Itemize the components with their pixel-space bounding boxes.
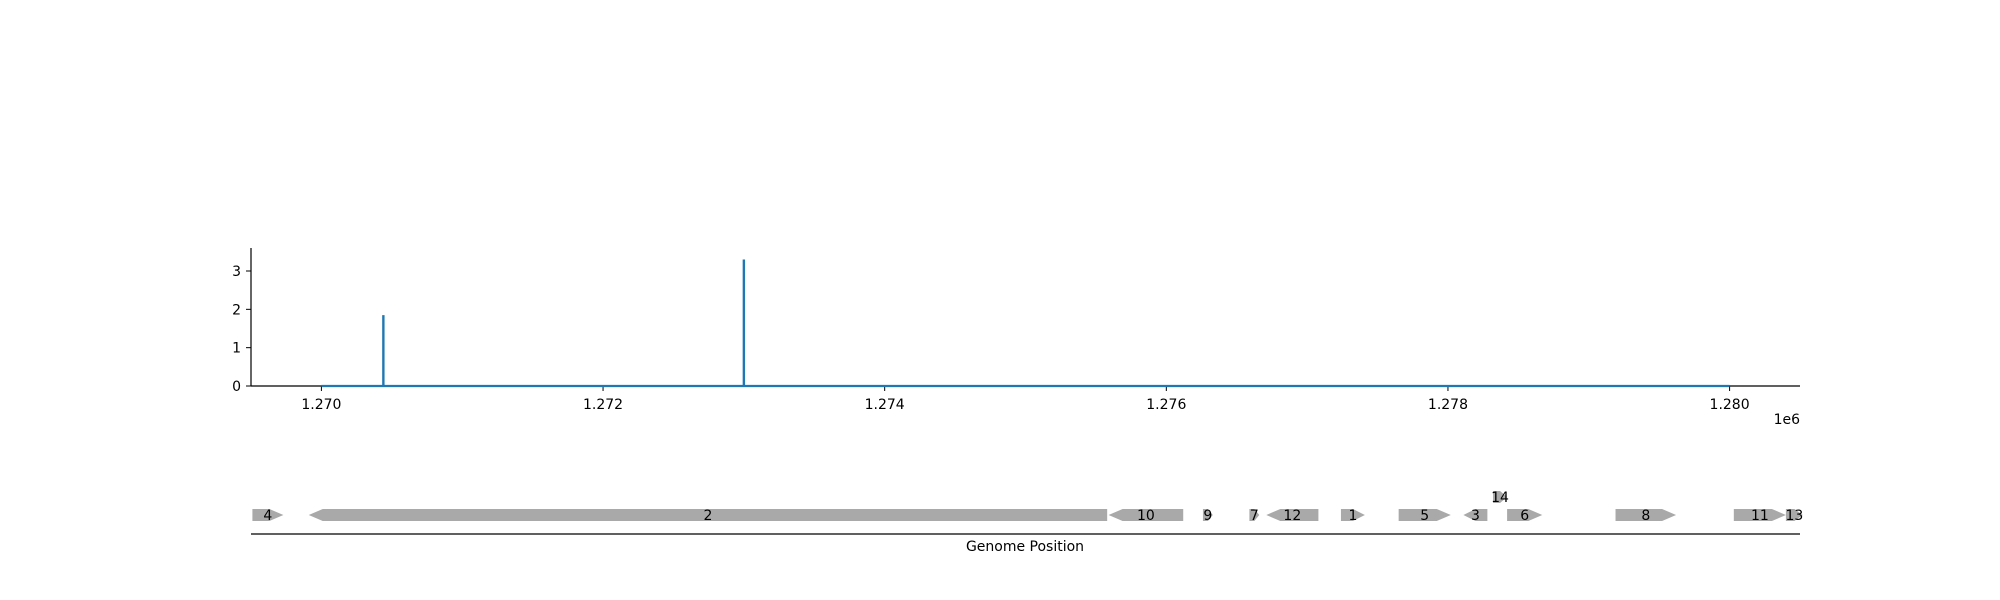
gene-label: 3 [1471, 508, 1480, 524]
x-tick-label: 1.270 [301, 397, 341, 413]
gene-label: 10 [1137, 508, 1155, 524]
gene-track-xlabel: Genome Position [966, 539, 1084, 555]
gene-label: 2 [703, 508, 712, 524]
y-tick-label: 1 [232, 341, 241, 357]
gene-label: 1 [1348, 508, 1357, 524]
gene-arrow [1615, 509, 1677, 521]
y-tick-label: 0 [232, 379, 241, 395]
gene-arrow [1340, 509, 1365, 521]
gene-arrow [308, 509, 1108, 521]
gene-arrow [1108, 509, 1184, 521]
x-tick-label: 1.272 [583, 397, 623, 413]
x-tick-label: 1.278 [1428, 397, 1468, 413]
series-layer [321, 259, 1730, 388]
x-tick-label: 1.280 [1710, 397, 1750, 413]
gene-arrow [1463, 509, 1488, 521]
y-tick-label: 2 [232, 302, 241, 318]
gene-label: 7 [1250, 508, 1259, 524]
gene-arrow [1266, 509, 1319, 521]
gene-label: 14 [1491, 490, 1509, 506]
gene-arrow [1507, 509, 1543, 521]
coverage-plot: 0 1 2 3 1.270 1.272 1.274 1.276 1.278 1.280 1e6 [232, 248, 1800, 428]
x-ticks: 1.270 1.272 1.274 1.276 1.278 1.280 [301, 386, 1750, 413]
gene-arrow [252, 509, 284, 521]
gene-arrow [1249, 509, 1260, 521]
gene-arrow [1733, 509, 1786, 521]
gene-track: 4 2 10 9 7 12 1 5 3 14 6 8 11 13 Genome Position [251, 490, 1803, 555]
gene-arrow [1493, 491, 1508, 503]
gene-arrow [1398, 509, 1451, 521]
gene-arrow [1785, 509, 1803, 521]
y-tick-label: 3 [232, 264, 241, 280]
y-ticks: 0 1 2 3 [232, 264, 251, 395]
gene-label: 8 [1641, 508, 1650, 524]
gene-arrow [1202, 509, 1213, 521]
gene-label: 6 [1520, 508, 1529, 524]
x-tick-label: 1.276 [1146, 397, 1186, 413]
gene-layer: 4 2 10 9 7 12 1 5 3 14 6 8 11 13 [252, 490, 1803, 524]
gene-label: 5 [1420, 508, 1429, 524]
gene-label: 11 [1751, 508, 1769, 524]
gene-label: 12 [1283, 508, 1301, 524]
x-tick-label: 1.274 [865, 397, 905, 413]
x-offset-label: 1e6 [1774, 412, 1801, 428]
gene-label: 4 [263, 508, 272, 524]
gene-label: 9 [1203, 508, 1212, 524]
gene-label: 13 [1785, 508, 1803, 524]
